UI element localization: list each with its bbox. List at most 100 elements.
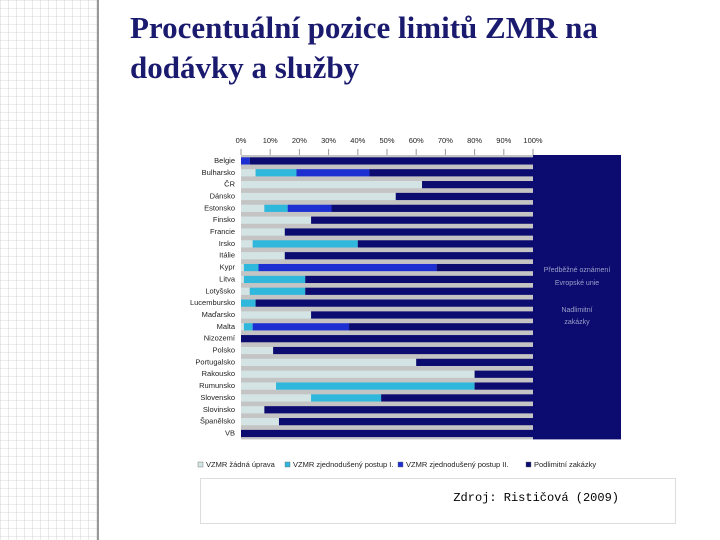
legend-label: VZMR žádná úprava [206, 460, 276, 469]
bar-segment [241, 370, 475, 378]
legend-label: Podlimitní zakázky [534, 460, 596, 469]
y-tick-label: Francie [210, 227, 235, 236]
y-tick-label: Belgie [214, 156, 235, 165]
bar-segment [255, 299, 533, 307]
x-tick-label: 0% [236, 136, 247, 145]
y-tick-label: Kypr [220, 263, 236, 272]
bar-segment [296, 169, 370, 177]
x-tick-label: 80% [467, 136, 482, 145]
bar-segment [264, 406, 533, 414]
bar-segment [241, 263, 244, 272]
bar-segment [241, 418, 279, 426]
bar-segment [416, 358, 533, 366]
bar-segment [264, 204, 288, 212]
y-tick-label: Malta [217, 322, 236, 331]
bar-segment [241, 157, 250, 165]
bar-segment [243, 263, 259, 272]
bar-segment [252, 240, 358, 248]
bar-segment [305, 275, 533, 284]
x-tick-label: 10% [263, 136, 278, 145]
y-tick-label: Dánsko [210, 191, 235, 200]
bar-segment [249, 157, 533, 165]
y-tick-label: Nizozemí [204, 334, 236, 343]
bar-segment [305, 287, 533, 295]
bar-segment [255, 169, 297, 177]
y-tick-label: Španělsko [200, 417, 235, 426]
legend-label: VZMR zjednodušený postup II. [406, 460, 509, 469]
bar-segment [276, 382, 475, 390]
source-note: Zdroj: Rističová (2009) [200, 478, 676, 524]
annotation: Nadlimitní [561, 307, 592, 314]
annotation: zakázky [564, 319, 590, 326]
bar-segment [241, 181, 423, 189]
bar-segment [311, 216, 533, 224]
bar-segment [241, 169, 256, 177]
annotation: Evropské unie [555, 280, 599, 287]
bar-segment [422, 181, 533, 189]
bar-segment [369, 169, 533, 177]
x-tick-label: 90% [496, 136, 511, 145]
bar-segment [241, 275, 244, 284]
y-tick-label: Lucembursko [190, 298, 235, 307]
bar-segment [241, 252, 285, 260]
bar-segment [311, 311, 533, 319]
legend-swatch [284, 461, 291, 468]
bar-segment [241, 216, 312, 224]
bar-segment [249, 287, 306, 295]
y-tick-label: Portugalsko [195, 357, 235, 366]
bar-segment [357, 240, 533, 248]
y-tick-label: Maďarsko [202, 310, 235, 319]
bar-segment [241, 335, 533, 343]
y-tick-label: Slovinsko [203, 405, 235, 414]
bar-segment [241, 429, 533, 438]
bar-segment [284, 228, 533, 236]
bar-segment [241, 228, 285, 236]
slide-title: Procentuální pozice limitů ZMR na dodávk… [130, 10, 598, 85]
y-tick-label: Litva [219, 274, 236, 283]
bar-segment [243, 275, 306, 284]
bar-segment [278, 418, 533, 426]
bar-segment [252, 323, 350, 331]
y-tick-label: ČR [224, 180, 235, 189]
annotation: Předběžné oznámení [544, 267, 611, 274]
bar-segment [287, 204, 332, 212]
bar-segment [474, 382, 533, 390]
legend-swatch [525, 461, 532, 468]
bar-segment [331, 204, 533, 212]
bar-segment [241, 346, 274, 355]
y-tick-label: Rumunsko [199, 381, 235, 390]
bar-segment [258, 263, 437, 272]
legend-swatch [397, 461, 404, 468]
x-tick-label: 100% [523, 136, 543, 145]
bar-segment [241, 192, 396, 201]
bar-segment [243, 323, 253, 331]
legend-swatch [197, 461, 204, 468]
x-tick-label: 20% [292, 136, 307, 145]
bar-segment [284, 252, 533, 260]
bar-segment [349, 323, 533, 331]
x-tick-label: 60% [409, 136, 424, 145]
bar-segment [311, 394, 382, 402]
y-tick-label: VB [225, 428, 235, 437]
y-tick-label: Itálie [219, 251, 235, 260]
bar-segment [436, 263, 533, 272]
x-tick-label: 70% [438, 136, 453, 145]
y-tick-label: Bulharsko [202, 168, 235, 177]
y-tick-label: Slovensko [200, 393, 235, 402]
bar-segment [241, 394, 312, 402]
y-tick-label: Lotyšsko [205, 286, 235, 295]
bar-segment [241, 299, 256, 307]
x-tick-label: 30% [321, 136, 336, 145]
bar-segment [241, 240, 253, 248]
grid-pattern [0, 0, 98, 540]
bar-segment [273, 346, 533, 355]
y-tick-label: Irsko [219, 239, 235, 248]
y-tick-label: Estonsko [204, 203, 235, 212]
bar-segment [474, 370, 533, 378]
bar-segment [381, 394, 533, 402]
bar-segment [241, 406, 265, 414]
y-tick-label: Polsko [212, 346, 235, 355]
